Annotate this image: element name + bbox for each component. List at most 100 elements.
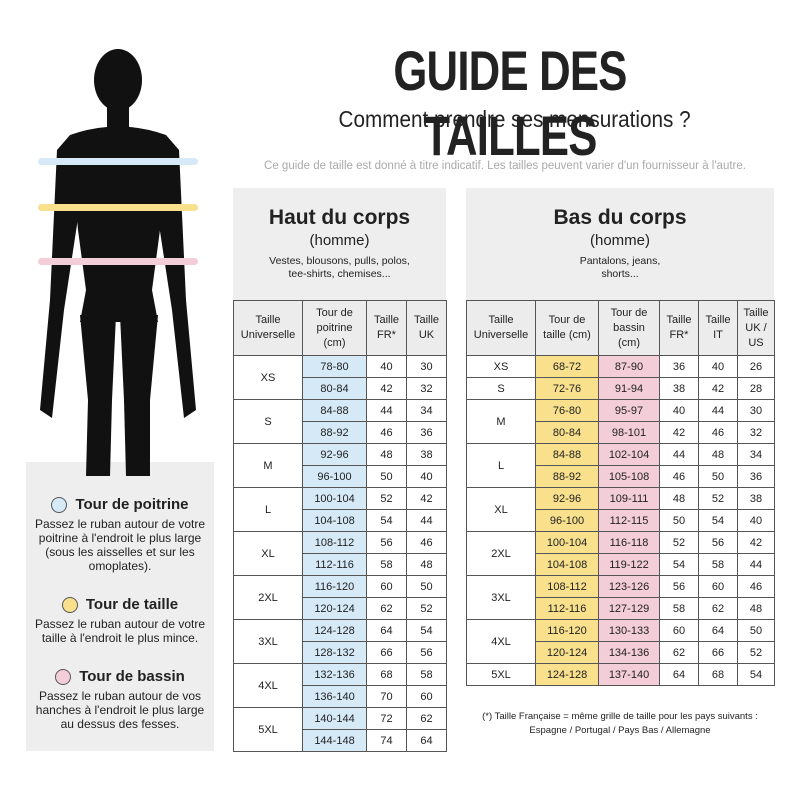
table-header: Haut du corps (homme) Vestes, blousons, … xyxy=(233,188,446,300)
cell: 116-118 xyxy=(598,531,660,554)
row: 4XL 132-136 68 58 xyxy=(233,663,447,708)
cell: 32 xyxy=(737,421,775,444)
cell: 58 xyxy=(406,663,447,686)
column-header: Taille FR* xyxy=(366,300,407,356)
row: M 92-96 48 38 xyxy=(233,443,447,488)
column-header: Taille UK / US xyxy=(737,300,775,356)
cell: 40 xyxy=(737,509,775,532)
cell: 44 xyxy=(366,399,407,422)
cell: 62 xyxy=(698,597,738,620)
cell: 130-133 xyxy=(598,619,660,642)
cell: 40 xyxy=(366,355,407,378)
cell: 40 xyxy=(698,355,738,378)
cell: 56 xyxy=(406,641,447,664)
cell: 72 xyxy=(366,707,407,730)
size-cell: M xyxy=(233,443,303,488)
cell: 38 xyxy=(406,443,447,466)
row: 128-132 66 56 xyxy=(234,641,447,664)
cell: 46 xyxy=(406,531,447,554)
column-header: Taille UK xyxy=(406,300,447,356)
cell: 46 xyxy=(698,421,738,444)
cell: 140-144 xyxy=(302,707,367,730)
legend-text: Passez le ruban autour de votre poitrine… xyxy=(34,517,206,573)
cell: 100-104 xyxy=(535,531,599,554)
cell: 52 xyxy=(366,487,407,510)
cell: 136-140 xyxy=(302,685,367,708)
cell: 104-108 xyxy=(535,553,599,576)
cell: 119-122 xyxy=(598,553,660,576)
cell: 48 xyxy=(659,487,699,510)
cell: 40 xyxy=(659,399,699,422)
size-cell: 5XL xyxy=(466,663,536,686)
cell: 127-129 xyxy=(598,597,660,620)
table-description: Pantalons, jeans, shorts... xyxy=(579,255,661,280)
title-text: GUIDE DES TAILLES xyxy=(393,39,627,167)
cell: 80-84 xyxy=(535,421,599,444)
cell: 120-124 xyxy=(302,597,367,620)
row: XS 68-72 87-90 36 40 26 xyxy=(466,355,775,378)
column-header: Tour de poitrine (cm) xyxy=(302,300,367,356)
cell: 44 xyxy=(406,509,447,532)
row: S 84-88 44 34 xyxy=(233,399,447,444)
row: XL 92-96 109-111 48 52 38 xyxy=(466,487,775,532)
column-header: Taille Universelle xyxy=(466,300,536,356)
cell: 42 xyxy=(406,487,447,510)
cell: 104-108 xyxy=(302,509,367,532)
cell: 124-128 xyxy=(302,619,367,642)
cell: 102-104 xyxy=(598,443,660,466)
cell: 54 xyxy=(406,619,447,642)
cell: 38 xyxy=(737,487,775,510)
cell: 68-72 xyxy=(535,355,599,378)
cell: 95-97 xyxy=(598,399,660,422)
cell: 50 xyxy=(737,619,775,642)
cell: 134-136 xyxy=(598,641,660,664)
cell: 46 xyxy=(737,575,775,598)
cell: 42 xyxy=(366,377,407,400)
size-cell: XS xyxy=(233,355,303,400)
cell: 74 xyxy=(366,729,407,752)
row: 104-108 119-122 54 58 44 xyxy=(467,553,775,576)
cell: 66 xyxy=(366,641,407,664)
cell: 123-126 xyxy=(598,575,660,598)
cell: 30 xyxy=(406,355,447,378)
cell: 42 xyxy=(737,531,775,554)
legend-text: Passez le ruban autour de votre taille à… xyxy=(34,617,206,645)
size-cell: L xyxy=(466,443,536,488)
cell: 116-120 xyxy=(535,619,599,642)
cell: 88-92 xyxy=(535,465,599,488)
cell: 66 xyxy=(698,641,738,664)
row: 120-124 62 52 xyxy=(234,597,447,620)
size-cell: XL xyxy=(233,531,303,576)
row: L 100-104 52 42 xyxy=(233,487,447,532)
cell: 96-100 xyxy=(302,465,367,488)
cell: 92-96 xyxy=(535,487,599,510)
subtitle: Comment prendre ses mensurations ? xyxy=(260,106,770,133)
row: 112-116 127-129 58 62 48 xyxy=(467,597,775,620)
legend-item: Tour de taille Passez le ruban autour de… xyxy=(26,596,214,645)
cell: 56 xyxy=(659,575,699,598)
row: 112-116 58 48 xyxy=(234,553,447,576)
size-cell: S xyxy=(466,377,536,400)
cell: 105-108 xyxy=(598,465,660,488)
cell: 62 xyxy=(659,641,699,664)
cell: 34 xyxy=(406,399,447,422)
cell: 92-96 xyxy=(302,443,367,466)
header-row: Taille Universelle Tour de poitrine (cm) T… xyxy=(233,300,447,356)
cell: 54 xyxy=(698,509,738,532)
size-table: Taille Universelle Tour de taille (cm) Tou… xyxy=(466,300,775,686)
size-cell: 2XL xyxy=(233,575,303,620)
cell: 87-90 xyxy=(598,355,660,378)
cell: 78-80 xyxy=(302,355,367,378)
cell: 80-84 xyxy=(302,377,367,400)
row: 104-108 54 44 xyxy=(234,509,447,532)
cell: 120-124 xyxy=(535,641,599,664)
cell: 58 xyxy=(659,597,699,620)
cell: 34 xyxy=(737,443,775,466)
cell: 50 xyxy=(406,575,447,598)
size-cell: 4XL xyxy=(466,619,536,664)
cell: 96-100 xyxy=(535,509,599,532)
cell: 72-76 xyxy=(535,377,599,400)
cell: 60 xyxy=(406,685,447,708)
legend-text: Passez le ruban autour de vos hanches à … xyxy=(35,689,205,731)
row: 3XL 124-128 64 54 xyxy=(233,619,447,664)
